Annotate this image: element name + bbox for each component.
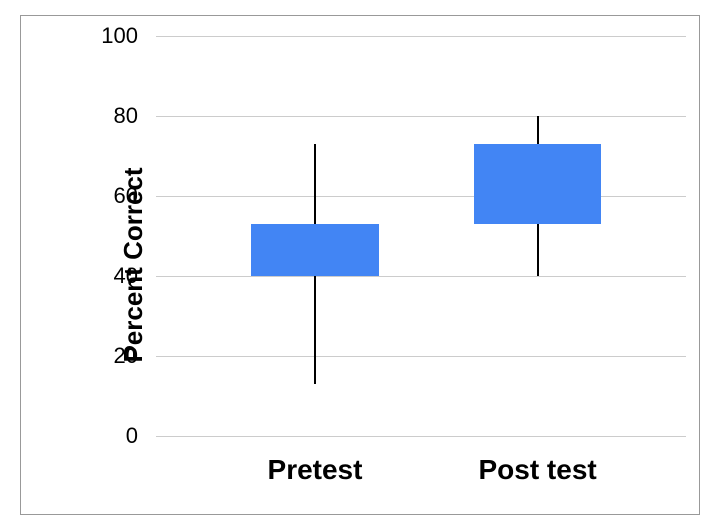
gridline <box>156 356 686 357</box>
chart-frame: Percent Correct 020406080100PretestPost … <box>20 15 700 515</box>
box <box>474 144 601 224</box>
gridline <box>156 196 686 197</box>
x-category-label: Pretest <box>268 454 363 486</box>
y-tick-label: 60 <box>114 183 138 209</box>
box <box>251 224 378 276</box>
x-category-label: Post test <box>478 454 596 486</box>
gridline <box>156 276 686 277</box>
y-tick-label: 100 <box>101 23 138 49</box>
plot-area: 020406080100PretestPost test <box>156 36 686 436</box>
box-group: Pretest <box>251 36 378 436</box>
gridline <box>156 436 686 437</box>
y-tick-label: 0 <box>126 423 138 449</box>
y-tick-label: 80 <box>114 103 138 129</box>
y-tick-label: 40 <box>114 263 138 289</box>
y-tick-label: 20 <box>114 343 138 369</box>
gridline <box>156 36 686 37</box>
box-group: Post test <box>474 36 601 436</box>
gridline <box>156 116 686 117</box>
